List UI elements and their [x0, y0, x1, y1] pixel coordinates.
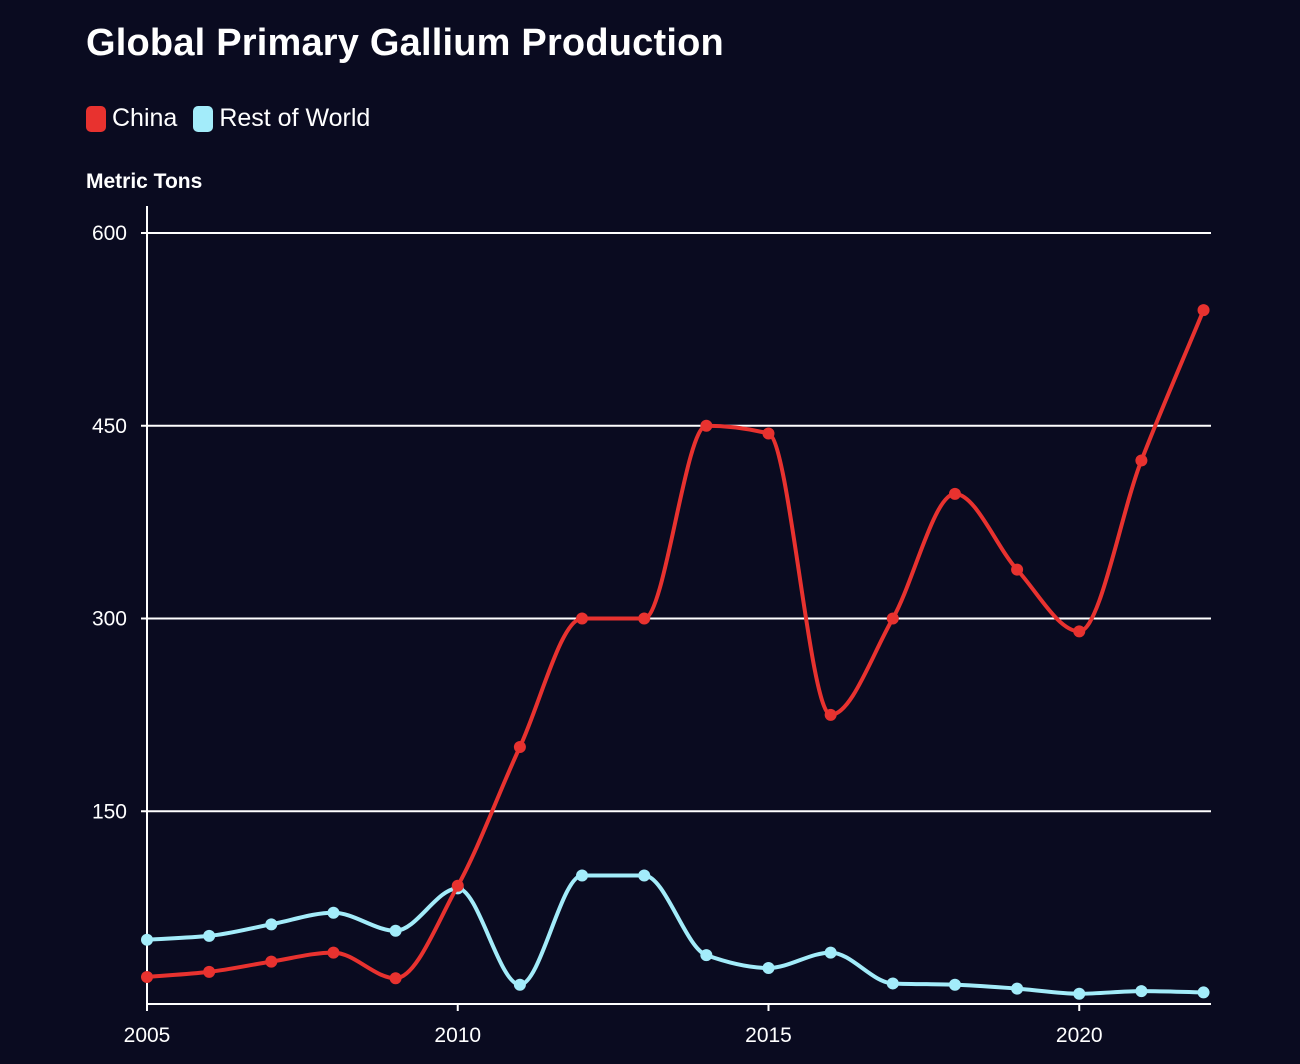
series-line-rest-of-world [145, 873, 1206, 996]
data-point-rest-of-world-2006[interactable] [203, 929, 216, 942]
data-point-rest-of-world-2011[interactable] [513, 978, 526, 991]
legend-item-china[interactable]: China [86, 104, 177, 133]
data-point-china-2019[interactable] [1011, 563, 1024, 576]
data-point-rest-of-world-2022[interactable] [1197, 986, 1210, 999]
x-tick-label-2020: 2020 [1056, 1024, 1103, 1047]
data-point-rest-of-world-2020[interactable] [1073, 987, 1086, 1000]
data-point-rest-of-world-2009[interactable] [389, 924, 402, 937]
data-point-china-2008[interactable] [327, 946, 340, 959]
y-tick-label-300: 300 [92, 608, 127, 631]
data-point-rest-of-world-2021[interactable] [1135, 985, 1148, 998]
series-china [141, 304, 1210, 985]
legend-label-rest-of-world: Rest of World [219, 104, 371, 132]
gridlines [147, 232, 1211, 813]
data-point-china-2020[interactable] [1073, 625, 1086, 638]
series [141, 304, 1210, 1000]
y-axis-unit-label: Metric Tons [86, 170, 203, 193]
data-point-china-2009[interactable] [389, 972, 402, 985]
data-point-china-2013[interactable] [638, 612, 651, 625]
axes: 150 300 450 600 2005 2010 2015 2020 [92, 206, 1211, 1047]
data-point-rest-of-world-2017[interactable] [886, 977, 899, 990]
y-tick-label-150: 150 [92, 800, 127, 823]
data-point-china-2010[interactable] [451, 879, 464, 892]
data-point-china-2017[interactable] [886, 612, 899, 625]
legend-swatch-china [86, 105, 106, 132]
data-point-china-2012[interactable] [576, 612, 589, 625]
data-point-china-2018[interactable] [948, 487, 961, 500]
series-rest-of-world [141, 869, 1210, 1000]
x-tick-label-2010: 2010 [434, 1024, 481, 1047]
data-point-china-2011[interactable] [513, 741, 526, 753]
legend: China Rest of World [86, 104, 386, 133]
legend-item-rest-of-world[interactable]: Rest of World [193, 104, 370, 133]
legend-swatch-rest-of-world [193, 105, 214, 132]
data-point-china-2022[interactable] [1197, 304, 1210, 317]
chart-title: Global Primary Gallium Production [86, 22, 724, 64]
data-point-rest-of-world-2008[interactable] [327, 906, 340, 919]
data-point-china-2005[interactable] [141, 971, 153, 984]
legend-label-china: China [112, 104, 178, 132]
data-point-rest-of-world-2016[interactable] [824, 946, 837, 959]
series-line-china [145, 308, 1206, 981]
x-tick-label-2015: 2015 [745, 1024, 792, 1047]
y-tick-label-450: 450 [92, 415, 127, 438]
data-point-rest-of-world-2015[interactable] [762, 962, 775, 975]
data-point-china-2021[interactable] [1135, 454, 1148, 467]
x-tick-label-2005: 2005 [124, 1024, 171, 1047]
data-point-rest-of-world-2007[interactable] [265, 918, 278, 931]
data-point-china-2007[interactable] [265, 955, 278, 968]
data-point-rest-of-world-2018[interactable] [948, 978, 961, 991]
data-point-rest-of-world-2005[interactable] [141, 933, 153, 946]
y-tick-label-600: 600 [92, 222, 127, 245]
data-point-rest-of-world-2019[interactable] [1011, 982, 1024, 995]
data-point-rest-of-world-2014[interactable] [700, 949, 713, 962]
data-point-rest-of-world-2012[interactable] [576, 869, 589, 882]
data-point-china-2006[interactable] [203, 965, 216, 978]
data-point-china-2016[interactable] [824, 708, 837, 721]
data-point-rest-of-world-2013[interactable] [638, 869, 651, 882]
data-point-china-2015[interactable] [762, 427, 775, 440]
data-point-china-2014[interactable] [700, 419, 713, 432]
